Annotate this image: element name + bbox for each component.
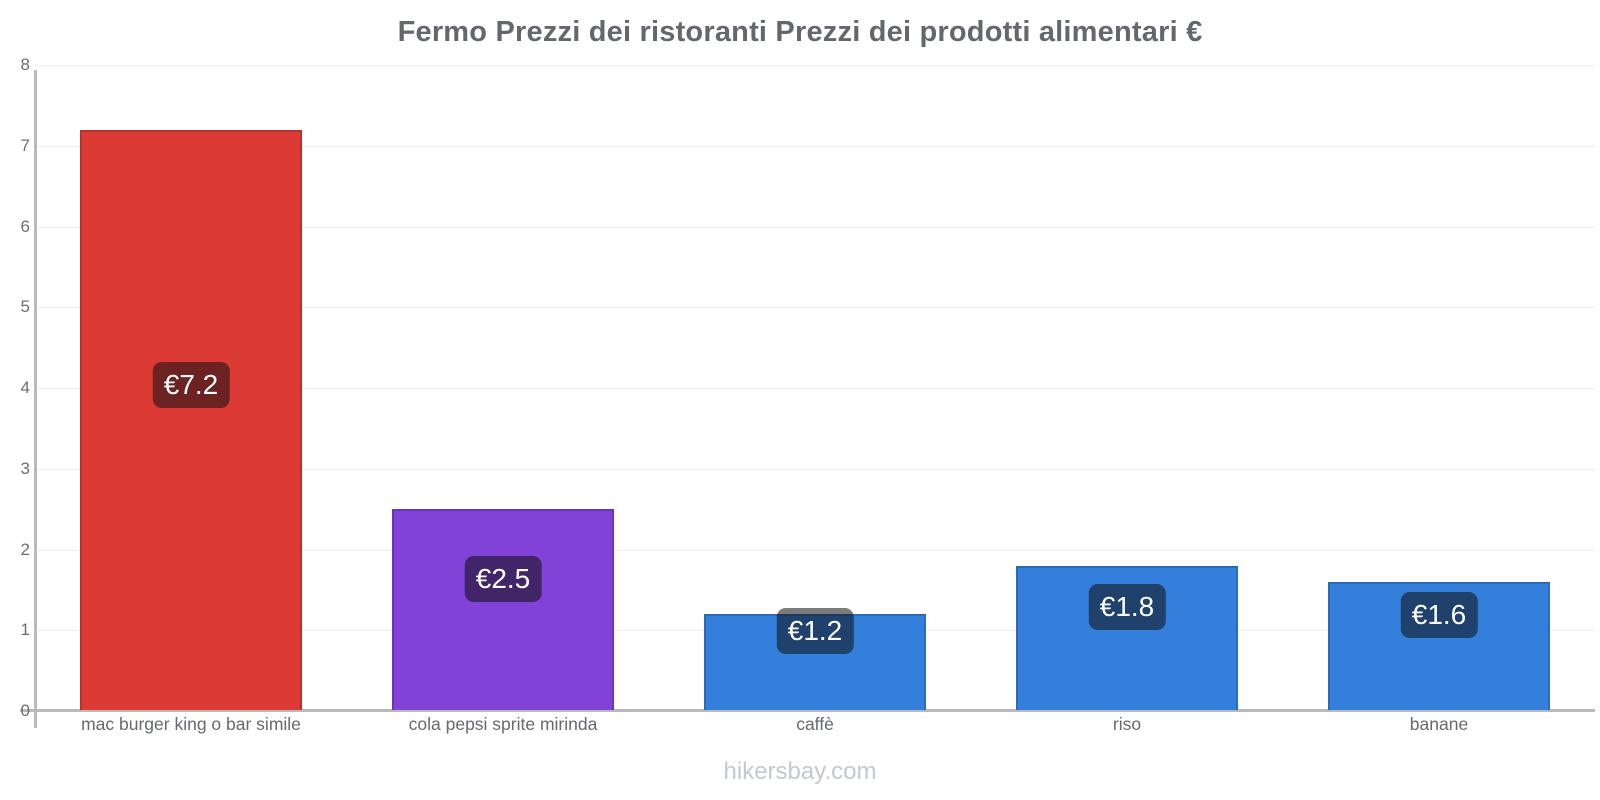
y-tick-label: 7 bbox=[20, 135, 30, 155]
bar[interactable] bbox=[1016, 565, 1238, 710]
y-axis bbox=[34, 70, 37, 728]
gridline bbox=[35, 550, 1595, 551]
y-tick-label: 4 bbox=[20, 378, 30, 397]
bar-value-label: €2.5 bbox=[464, 556, 542, 603]
x-tick-label: banane bbox=[1409, 714, 1469, 734]
y-tick-label: 6 bbox=[20, 216, 30, 236]
bar-value-label: €1.8 bbox=[1088, 583, 1166, 630]
chart-title: Fermo Prezzi dei ristoranti Prezzi dei p… bbox=[397, 16, 1203, 48]
x-axis bbox=[20, 709, 1595, 712]
x-tick-label: riso bbox=[1112, 714, 1142, 734]
y-tick-label: 3 bbox=[20, 458, 30, 478]
y-tick-label: 1 bbox=[20, 620, 30, 640]
y-tick-label: 8 bbox=[20, 55, 30, 74]
bar-value-label: €1.6 bbox=[1400, 591, 1478, 638]
gridline bbox=[35, 307, 1595, 308]
y-tick-label: 2 bbox=[20, 539, 30, 559]
x-tick-label: caffè bbox=[796, 714, 834, 734]
footer-brand: hikersbay.com bbox=[723, 758, 877, 785]
y-tick-label: 0 bbox=[20, 701, 30, 720]
bar-value-label: €7.2 bbox=[152, 361, 230, 408]
gridline bbox=[35, 469, 1595, 470]
y-tick-label: 5 bbox=[20, 297, 30, 317]
gridline bbox=[35, 388, 1595, 389]
bar-value-label: €1.2 bbox=[776, 608, 854, 655]
bar[interactable] bbox=[80, 129, 302, 710]
gridline bbox=[35, 146, 1595, 147]
gridline bbox=[35, 65, 1595, 66]
gridline bbox=[35, 227, 1595, 228]
x-tick-label: cola pepsi sprite mirinda bbox=[408, 714, 598, 734]
x-tick-label: mac burger king o bar simile bbox=[81, 714, 301, 734]
bar[interactable] bbox=[392, 509, 614, 710]
